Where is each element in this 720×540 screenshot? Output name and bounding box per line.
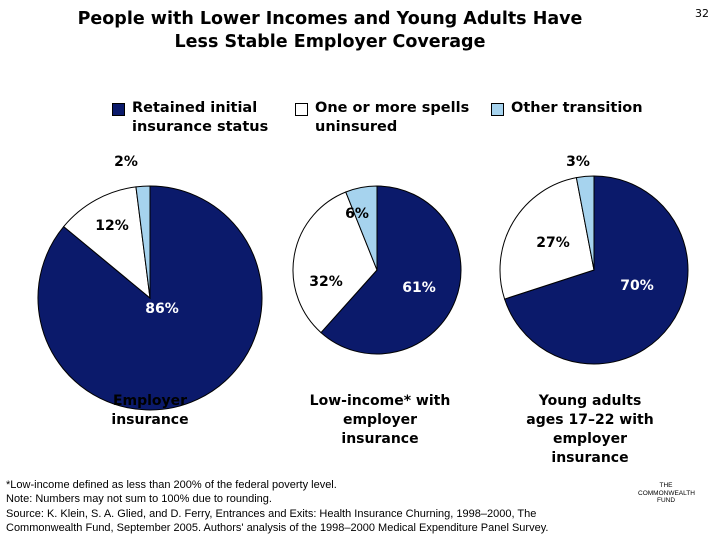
pie-1-label-other: 6%: [345, 206, 369, 222]
pie-2-label-uninsured: 27%: [536, 235, 570, 251]
pie-caption-line: ages 17–22 with: [526, 412, 654, 428]
legend-item-other: Other transition: [491, 99, 643, 118]
pie-caption-low-income: Low-income* with employer insurance: [280, 392, 480, 449]
pie-caption-line: Employer: [112, 393, 188, 409]
pie-0-slice-other: [135, 185, 151, 299]
legend-item-retained: Retained initial insurance status: [112, 99, 268, 137]
legend-swatch-retained: [112, 103, 125, 116]
pie-2-slice-retained: [503, 175, 689, 365]
pie-2-label-retained: 70%: [620, 278, 654, 294]
legend-label: Other transition: [511, 100, 643, 116]
footnote-line: Source: K. Klein, S. A. Glied, and D. Fe…: [6, 507, 537, 520]
pie-caption-line: insurance: [111, 412, 189, 428]
footnotes: *Low-income defined as less than 200% of…: [6, 478, 626, 535]
pie-caption-line: employer: [552, 431, 628, 447]
pie-caption-employer: Employer insurance: [80, 392, 220, 430]
footnote-line: *Low-income defined as less than 200% of…: [6, 479, 337, 491]
pie-1-slice-other: [345, 185, 378, 271]
pie-caption-young-adults: Young adults ages 17–22 with employer in…: [500, 392, 680, 468]
commonwealth-fund-logo: THE COMMONWEALTH FUND: [638, 482, 695, 504]
pie-caption-line: employer: [342, 412, 418, 428]
chart-title-line: Less Stable Employer Coverage: [174, 32, 486, 52]
pie-caption-line: Young adults: [538, 393, 642, 409]
pie-1-label-retained: 61%: [402, 280, 436, 296]
pie-1-label-uninsured: 32%: [309, 274, 343, 290]
pie-2-label-other: 3%: [566, 154, 590, 170]
chart-title-line: People with Lower Incomes and Young Adul…: [77, 9, 583, 29]
pie-1-slice-uninsured: [292, 191, 378, 334]
legend-label: Retained initial: [132, 100, 258, 116]
footnote-line: Note: Numbers may not sum to 100% due to…: [6, 493, 272, 506]
pie-2-slice-other: [575, 175, 595, 271]
page-number: 32: [695, 7, 709, 20]
legend-label: insurance status: [132, 119, 269, 135]
legend-label: One or more spells: [315, 100, 470, 116]
chart-title: People with Lower Incomes and Young Adul…: [40, 8, 620, 54]
pie-caption-line: insurance: [341, 431, 419, 447]
pie-caption-line: insurance: [551, 450, 629, 466]
pie-caption-line: Low-income* with: [309, 393, 451, 409]
pie-0-label-other: 2%: [114, 154, 138, 170]
pie-0-label-uninsured: 12%: [95, 218, 129, 234]
footnote-line: Commonwealth Fund, September 2005. Autho…: [6, 521, 549, 534]
legend-label: uninsured: [315, 119, 398, 135]
legend-item-uninsured: One or more spells uninsured: [295, 99, 469, 137]
pie-0-label-retained: 86%: [145, 301, 179, 317]
pie-0-slice-uninsured: [62, 186, 151, 300]
legend-swatch-uninsured: [295, 103, 308, 116]
pie-1-slice-retained: [320, 185, 462, 355]
pie-2-slice-uninsured: [499, 177, 595, 300]
legend-swatch-other: [491, 103, 504, 116]
